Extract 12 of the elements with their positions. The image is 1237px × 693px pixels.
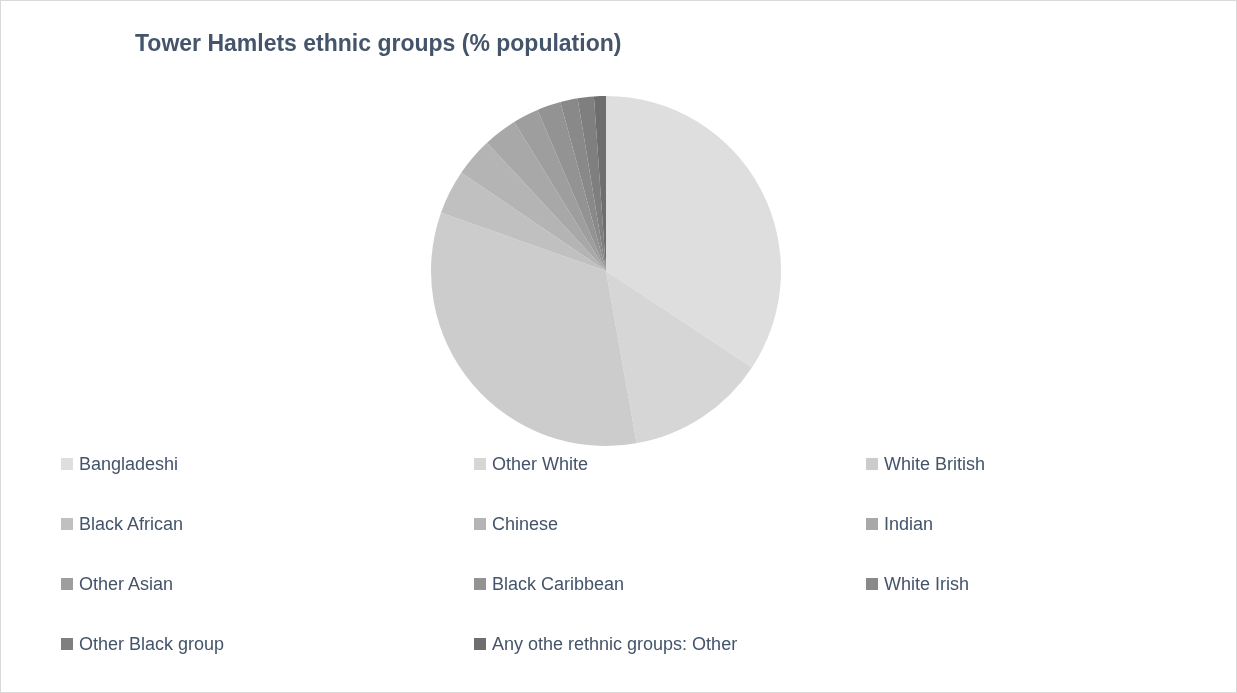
legend-label: Any othe rethnic groups: Other [492, 633, 738, 655]
legend-label: White Irish [884, 573, 970, 595]
legend-label: Indian [884, 513, 934, 535]
legend-label: Black African [79, 513, 184, 535]
legend-label: Other White [492, 453, 589, 475]
legend-label: White British [884, 453, 986, 475]
legend-label: Chinese [492, 513, 559, 535]
legend-label: Bangladeshi [79, 453, 179, 475]
legend-label: Other Black group [79, 633, 225, 655]
legend-label: Other Asian [79, 573, 174, 595]
chart-title: Tower Hamlets ethnic groups (% population) [135, 30, 622, 57]
legend-label: Black Caribbean [492, 573, 625, 595]
